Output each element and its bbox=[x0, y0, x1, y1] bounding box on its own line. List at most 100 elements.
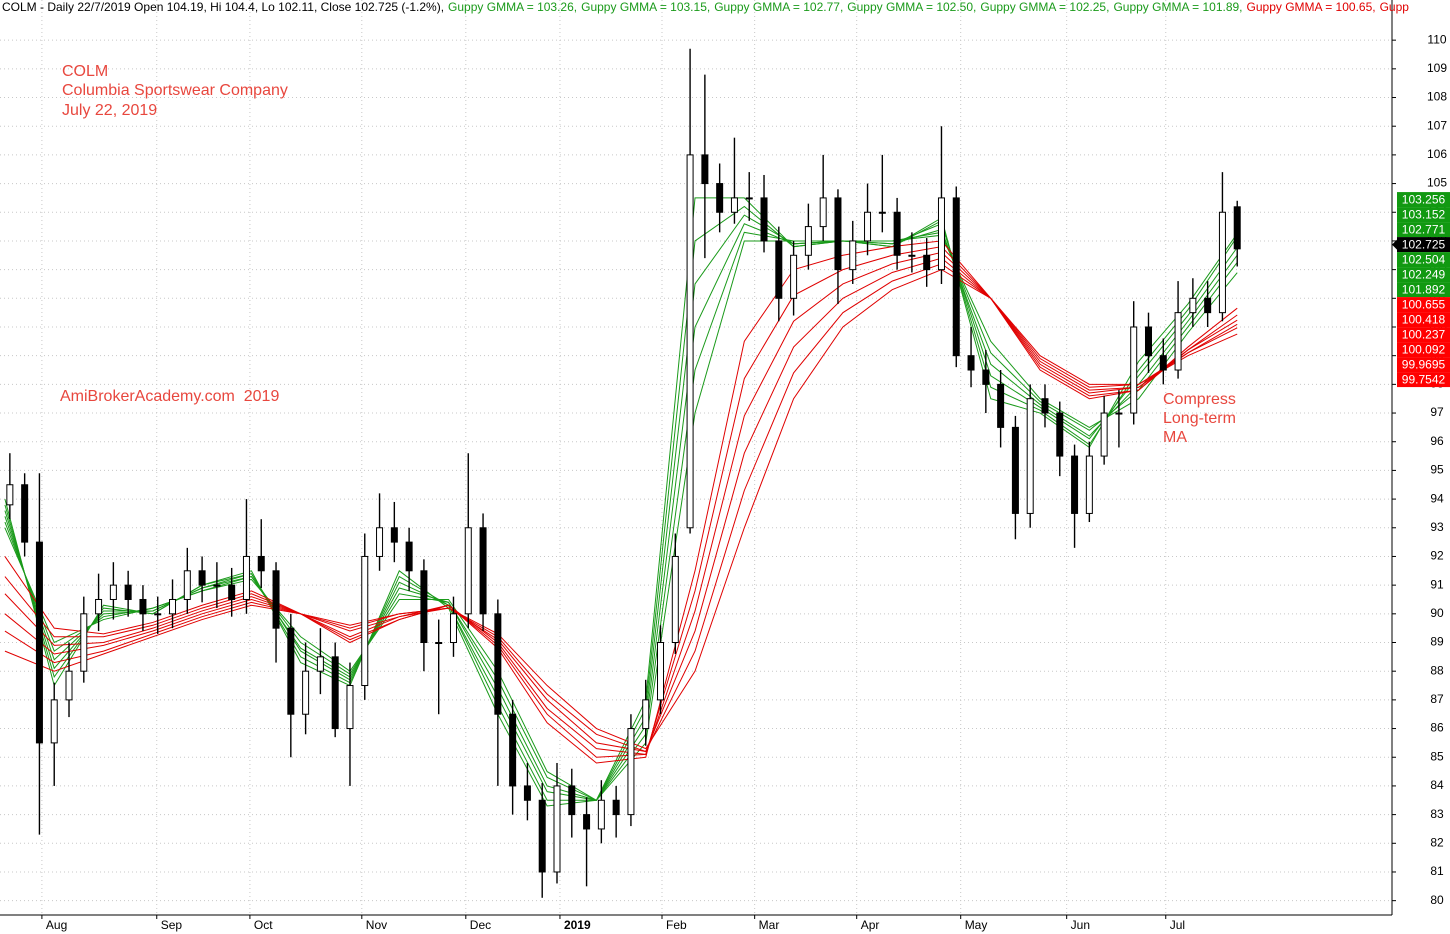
candle-body bbox=[124, 584, 132, 600]
candle-body bbox=[1085, 455, 1093, 514]
y-tick-label: 92 bbox=[1430, 549, 1444, 563]
value-box bbox=[1397, 222, 1450, 238]
ticker: COLM bbox=[62, 63, 108, 80]
value-box bbox=[1397, 342, 1450, 358]
candle-body bbox=[1011, 426, 1019, 514]
value-label: 102.725 bbox=[1402, 237, 1446, 251]
candle-body bbox=[376, 527, 384, 557]
value-label: 102.249 bbox=[1402, 267, 1446, 281]
candle-body bbox=[1041, 398, 1049, 414]
y-tick-label: 80 bbox=[1430, 893, 1444, 907]
x-tick-label: Nov bbox=[366, 918, 387, 932]
gmma-line bbox=[4, 269, 1238, 750]
header-item: Gupp bbox=[1380, 0, 1410, 14]
candle-body bbox=[50, 699, 58, 744]
y-tick-label: 93 bbox=[1430, 520, 1444, 534]
candle-body bbox=[1159, 355, 1167, 371]
candle-body bbox=[597, 799, 605, 830]
candle-body bbox=[346, 685, 354, 730]
candle-body bbox=[982, 369, 990, 385]
candle-body bbox=[21, 484, 29, 543]
header-item: Guppy GMMA = 102.25, bbox=[980, 0, 1109, 14]
candle-body bbox=[109, 584, 117, 600]
candle-body bbox=[878, 211, 886, 214]
note: Compress bbox=[1163, 391, 1236, 408]
header-item: Guppy GMMA = 103.15, bbox=[581, 0, 710, 14]
candle-body bbox=[893, 211, 901, 256]
candle-body bbox=[1071, 455, 1079, 514]
x-tick-label: Oct bbox=[254, 918, 273, 932]
candle-body bbox=[169, 598, 177, 615]
header-item: Guppy GMMA = 103.26, bbox=[448, 0, 577, 14]
candle-body bbox=[730, 197, 738, 213]
candle-body bbox=[509, 713, 517, 787]
x-tick-label: Feb bbox=[666, 918, 687, 932]
y-tick-label: 97 bbox=[1430, 405, 1444, 419]
axes bbox=[0, 0, 1396, 919]
y-tick-label: 95 bbox=[1430, 463, 1444, 477]
candle-body bbox=[479, 527, 487, 615]
candle-body bbox=[6, 484, 14, 506]
candle-body bbox=[553, 785, 561, 873]
y-tick-label: 89 bbox=[1430, 635, 1444, 649]
header: COLM - Daily 22/7/2019 Open 104.19, Hi 1… bbox=[2, 0, 1409, 14]
candle-body bbox=[1189, 297, 1197, 314]
candle-body bbox=[716, 183, 724, 213]
x-tick-label: Jun bbox=[1071, 918, 1090, 932]
candle-body bbox=[671, 555, 679, 644]
candle-body bbox=[937, 197, 945, 271]
candle-body bbox=[316, 656, 324, 672]
candle-body bbox=[612, 799, 620, 816]
candle-body bbox=[420, 570, 428, 644]
value-label: 103.256 bbox=[1402, 192, 1446, 206]
candle-body bbox=[1130, 326, 1138, 414]
candle-body bbox=[819, 197, 827, 228]
x-tick-label: Jul bbox=[1170, 918, 1185, 932]
candle-body bbox=[1174, 312, 1182, 371]
candle-body bbox=[198, 570, 206, 586]
note: MA bbox=[1163, 429, 1187, 446]
x-tick-label: Dec bbox=[470, 918, 491, 932]
date: July 22, 2019 bbox=[62, 102, 157, 119]
candle-body bbox=[1144, 326, 1152, 357]
candle-body bbox=[745, 197, 753, 200]
candle-body bbox=[583, 814, 591, 830]
candle-body bbox=[139, 598, 147, 615]
candle-body bbox=[242, 555, 250, 600]
candle-body bbox=[849, 240, 857, 271]
y-tick-label: 91 bbox=[1430, 577, 1444, 591]
y-tick-label: 109 bbox=[1427, 61, 1447, 75]
x-tick-label: 2019 bbox=[564, 918, 591, 932]
y-tick-label: 96 bbox=[1430, 434, 1444, 448]
value-box bbox=[1397, 327, 1450, 343]
candle-body bbox=[361, 555, 369, 687]
candle-body bbox=[923, 254, 931, 271]
candle-body bbox=[464, 527, 472, 615]
note: Long-term bbox=[1163, 410, 1236, 427]
candle-body bbox=[568, 785, 576, 816]
candle-body bbox=[997, 383, 1005, 428]
value-label: 103.152 bbox=[1402, 207, 1446, 221]
candle-body bbox=[523, 785, 531, 801]
gmma-line bbox=[4, 251, 1238, 755]
candle-body bbox=[331, 656, 339, 730]
header-item: Guppy GMMA = 100.65, bbox=[1247, 0, 1376, 14]
candle-body bbox=[686, 154, 694, 529]
x-tick-label: Sep bbox=[161, 918, 183, 932]
candle-body bbox=[1115, 412, 1123, 415]
header-item: Guppy GMMA = 102.77, bbox=[714, 0, 843, 14]
candle-body bbox=[952, 197, 960, 357]
x-tick-label: May bbox=[965, 918, 988, 932]
candle-body bbox=[213, 584, 221, 587]
candle-body bbox=[657, 642, 665, 701]
candle-body bbox=[302, 670, 310, 715]
y-tick-label: 82 bbox=[1430, 835, 1444, 849]
value-label: 101.892 bbox=[1402, 282, 1446, 296]
value-box bbox=[1397, 297, 1450, 313]
labels: COLM Columbia Sportswear Company July 22… bbox=[46, 63, 1236, 932]
header-item: Guppy GMMA = 101.89, bbox=[1113, 0, 1242, 14]
value-label: 102.504 bbox=[1402, 252, 1446, 266]
